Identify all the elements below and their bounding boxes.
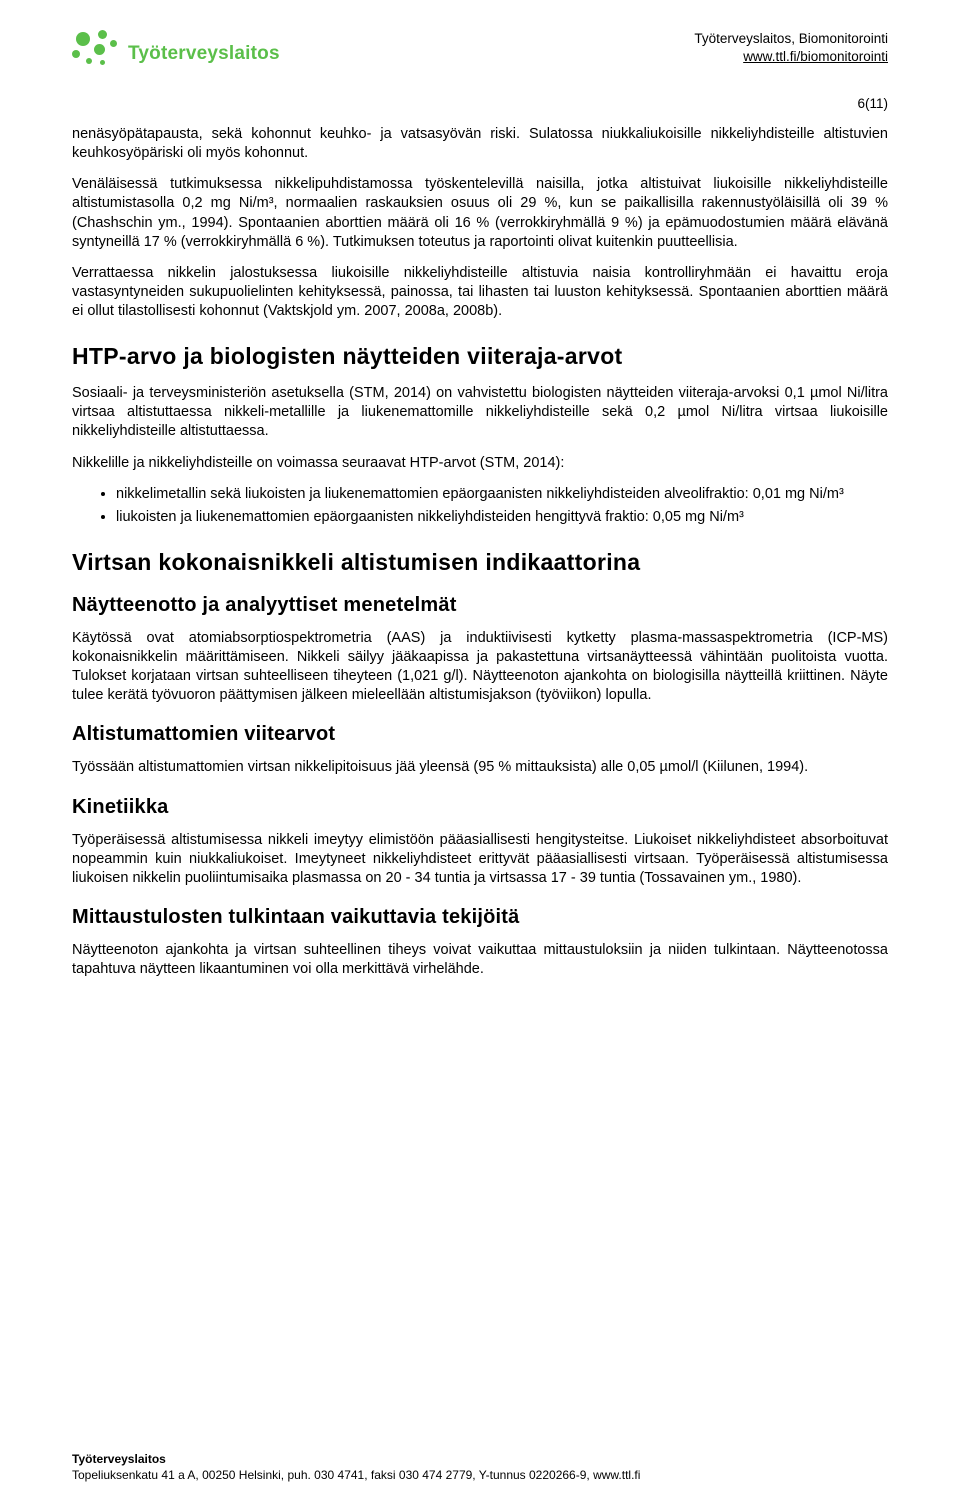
htp-bullet-list: nikkelimetallin sekä liukoisten ja liuke…: [72, 485, 888, 527]
heading-virtsa: Virtsan kokonaisnikkeli altistumisen ind…: [72, 549, 888, 576]
logo: Työterveyslaitos: [72, 30, 280, 78]
list-item: nikkelimetallin sekä liukoisten ja liuke…: [116, 485, 888, 504]
heading-htp: HTP-arvo ja biologisten näytteiden viite…: [72, 343, 888, 370]
heading-mittaustulosten: Mittaustulosten tulkintaan vaikuttavia t…: [72, 906, 888, 929]
page-number: 6(11): [72, 96, 888, 111]
paragraph: Käytössä ovat atomiabsorptiospektrometri…: [72, 629, 888, 706]
page: Työterveyslaitos Työterveyslaitos, Biomo…: [0, 0, 960, 1507]
paragraph: Työperäisessä altistumisessa nikkeli ime…: [72, 831, 888, 888]
paragraph: Sosiaali- ja terveysministeriön asetukse…: [72, 384, 888, 441]
paragraph: nenäsyöpätapausta, sekä kohonnut keuhko-…: [72, 125, 888, 163]
paragraph: Työssään altistumattomien virtsan nikkel…: [72, 758, 888, 777]
paragraph: Nikkelille ja nikkeliyhdisteille on voim…: [72, 454, 888, 473]
logo-text: Työterveyslaitos: [128, 43, 280, 65]
paragraph: Venäläisessä tutkimuksessa nikkelipuhdis…: [72, 175, 888, 252]
paragraph: Verrattaessa nikkelin jalostuksessa liuk…: [72, 264, 888, 321]
logo-dots-icon: [72, 30, 120, 78]
footer-address: Topeliuksenkatu 41 a A, 00250 Helsinki, …: [72, 1467, 888, 1483]
heading-altistumattomien: Altistumattomien viitearvot: [72, 723, 888, 746]
footer-org: Työterveyslaitos: [72, 1451, 888, 1467]
header-right: Työterveyslaitos, Biomonitorointi www.tt…: [694, 30, 888, 66]
footer: Työterveyslaitos Topeliuksenkatu 41 a A,…: [72, 1451, 888, 1483]
heading-kinetiikka: Kinetiikka: [72, 796, 888, 819]
header-link[interactable]: www.ttl.fi/biomonitorointi: [743, 49, 888, 64]
paragraph: Näytteenoton ajankohta ja virtsan suhtee…: [72, 941, 888, 979]
heading-naytteenotto: Näytteenotto ja analyyttiset menetelmät: [72, 594, 888, 617]
header-org-line: Työterveyslaitos, Biomonitorointi: [694, 30, 888, 48]
list-item: liukoisten ja liukenemattomien epäorgaan…: [116, 508, 888, 527]
header: Työterveyslaitos Työterveyslaitos, Biomo…: [72, 30, 888, 78]
